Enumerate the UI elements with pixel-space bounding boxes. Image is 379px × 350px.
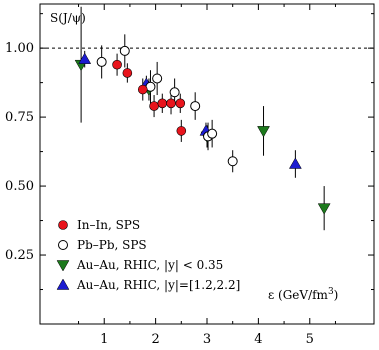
y-tick-label: 1.00 xyxy=(5,41,34,56)
data-point xyxy=(112,59,122,70)
axis-ticks: 1 2 3 4 5 0.25 0.50 0.75 1.00 xyxy=(5,4,374,347)
data-point xyxy=(122,68,133,78)
x-tick-label: 2 xyxy=(151,332,159,347)
legend-marker xyxy=(58,240,68,250)
data-point xyxy=(175,98,186,109)
data-point xyxy=(152,73,163,84)
data-point xyxy=(317,203,331,215)
error-bars xyxy=(80,6,325,231)
data-point xyxy=(149,101,159,111)
data-point xyxy=(96,56,107,67)
data-markers xyxy=(74,45,331,215)
data-point xyxy=(137,84,148,95)
data-point xyxy=(190,101,201,112)
data-point xyxy=(257,126,270,138)
data-point xyxy=(207,128,218,139)
legend-marker xyxy=(58,220,68,230)
legend-label: Au–Au, RHIC, |y|=[1.2,2.2] xyxy=(76,278,240,292)
data-point xyxy=(169,87,180,98)
data-point xyxy=(166,98,176,109)
y-tick-label: 0.50 xyxy=(5,179,34,194)
y-tick-label: 0.25 xyxy=(5,248,34,263)
x-tick-label: 3 xyxy=(203,332,211,347)
x-tick-label: 5 xyxy=(306,332,314,347)
y-axis-label: S(J/ψ) xyxy=(50,11,86,25)
legend: In–In, SPS Pb–Pb, SPS Au–Au, RHIC, |y| < 0… xyxy=(56,218,240,292)
legend-label: In–In, SPS xyxy=(77,218,140,232)
legend-marker xyxy=(56,278,70,290)
x-tick-label: 1 xyxy=(100,332,108,347)
x-tick-label: 4 xyxy=(254,332,262,347)
x-axis-label-close: ) xyxy=(334,288,339,302)
legend-marker xyxy=(56,260,70,272)
x-axis-label-main: ε (GeV/fm xyxy=(268,288,329,302)
plot-frame xyxy=(39,3,375,325)
data-point xyxy=(78,52,92,64)
data-point xyxy=(176,126,187,136)
legend-label: Pb–Pb, SPS xyxy=(77,238,147,252)
x-axis-label: ε (GeV/fm3) xyxy=(268,287,338,302)
x-axis-label-sup: 3 xyxy=(328,287,334,297)
data-point xyxy=(288,157,302,169)
data-point xyxy=(227,156,238,167)
y-tick-label: 0.75 xyxy=(5,110,34,125)
data-point xyxy=(157,98,168,109)
data-point xyxy=(119,45,130,56)
legend-label: Au–Au, RHIC, |y| < 0.35 xyxy=(76,258,223,272)
